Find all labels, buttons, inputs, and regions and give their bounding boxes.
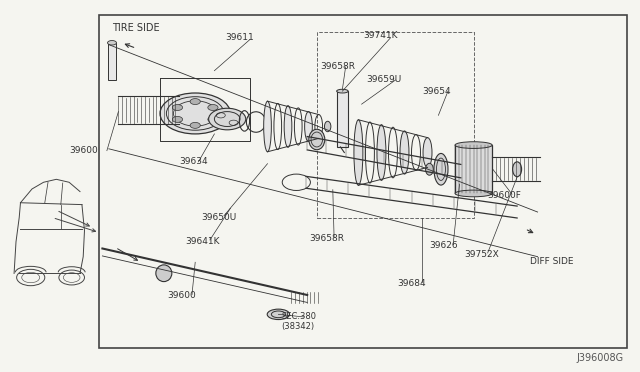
Ellipse shape [337,89,348,93]
Ellipse shape [268,309,289,320]
Text: 39684: 39684 [397,279,426,288]
Ellipse shape [423,138,432,167]
Circle shape [190,99,200,105]
Ellipse shape [305,112,312,141]
Text: 39641K: 39641K [186,237,220,246]
Text: 39634: 39634 [179,157,208,166]
Text: 39741K: 39741K [363,31,397,40]
Bar [337,91,348,147]
Ellipse shape [173,102,185,118]
Bar [455,145,492,193]
Text: 39658R: 39658R [320,62,355,71]
Text: 39600F: 39600F [488,191,522,200]
Circle shape [172,105,182,110]
Text: 39600: 39600 [69,146,98,155]
Ellipse shape [160,93,230,134]
Bar [108,43,116,80]
Text: 39658R: 39658R [309,234,344,243]
Ellipse shape [156,265,172,282]
Ellipse shape [108,41,116,45]
Ellipse shape [434,153,448,185]
Ellipse shape [324,121,331,132]
Bar [99,15,627,348]
Ellipse shape [513,162,522,177]
Circle shape [208,105,218,110]
Text: 39611: 39611 [225,33,254,42]
Text: 39626: 39626 [429,241,458,250]
Ellipse shape [455,190,492,197]
Text: 39752X: 39752X [465,250,499,259]
Circle shape [172,116,182,122]
Circle shape [208,116,218,122]
Text: 39659U: 39659U [366,76,401,84]
Circle shape [190,122,200,128]
Ellipse shape [209,108,246,130]
Ellipse shape [377,125,386,180]
Ellipse shape [426,163,433,175]
Ellipse shape [264,101,271,152]
Text: DIFF SIDE: DIFF SIDE [530,257,573,266]
Text: SEC.380
(38342): SEC.380 (38342) [282,312,317,331]
Ellipse shape [309,129,325,150]
Text: 39650U: 39650U [202,213,237,222]
Ellipse shape [400,131,409,174]
Text: 39600: 39600 [168,291,196,300]
Text: 39654: 39654 [422,87,451,96]
Text: TIRE SIDE: TIRE SIDE [112,23,159,33]
Ellipse shape [455,142,492,148]
Ellipse shape [354,120,363,185]
Text: J396008G: J396008G [577,353,624,363]
Bar [317,32,474,218]
Ellipse shape [284,106,292,147]
